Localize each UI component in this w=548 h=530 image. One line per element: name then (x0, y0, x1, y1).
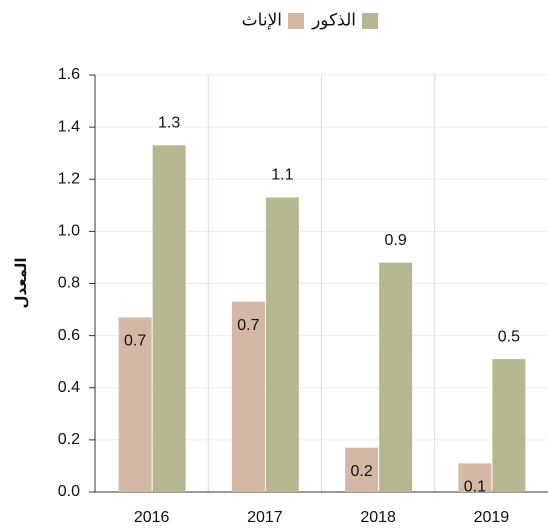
bar (458, 463, 492, 492)
legend-label: الإناث (242, 10, 282, 29)
legend-swatch (362, 13, 378, 29)
y-tick-label: 0.6 (58, 327, 80, 344)
bar (379, 262, 413, 492)
data-label: 1.3 (158, 115, 180, 132)
bar (118, 317, 152, 492)
bar (231, 301, 265, 492)
legend-label: الذكور (311, 10, 356, 29)
y-tick-label: 0.4 (58, 379, 80, 396)
data-label: 0.9 (385, 232, 407, 249)
bar (345, 447, 379, 492)
data-label: 0.2 (351, 463, 373, 480)
y-tick-label: 1.0 (58, 223, 80, 240)
data-label: 0.7 (124, 333, 146, 350)
bar (152, 145, 186, 492)
y-tick-label: 0.8 (58, 275, 80, 292)
data-label: 0.7 (237, 317, 259, 334)
x-tick-label: 2018 (360, 509, 396, 526)
y-tick-label: 0.2 (58, 431, 80, 448)
legend-swatch (288, 13, 304, 29)
x-tick-label: 2017 (247, 509, 283, 526)
y-tick-label: 0.0 (58, 483, 80, 500)
data-label: 0.5 (498, 328, 520, 345)
x-tick-label: 2016 (134, 509, 170, 526)
y-axis-label: المعدل (13, 258, 30, 309)
y-tick-label: 1.2 (58, 170, 80, 187)
data-label: 1.1 (271, 167, 293, 184)
bar (492, 359, 526, 492)
bar (265, 197, 299, 492)
y-tick-label: 1.4 (58, 118, 80, 135)
y-tick-label: 1.6 (58, 66, 80, 83)
data-label: 0.1 (464, 479, 486, 496)
x-tick-label: 2019 (474, 509, 510, 526)
